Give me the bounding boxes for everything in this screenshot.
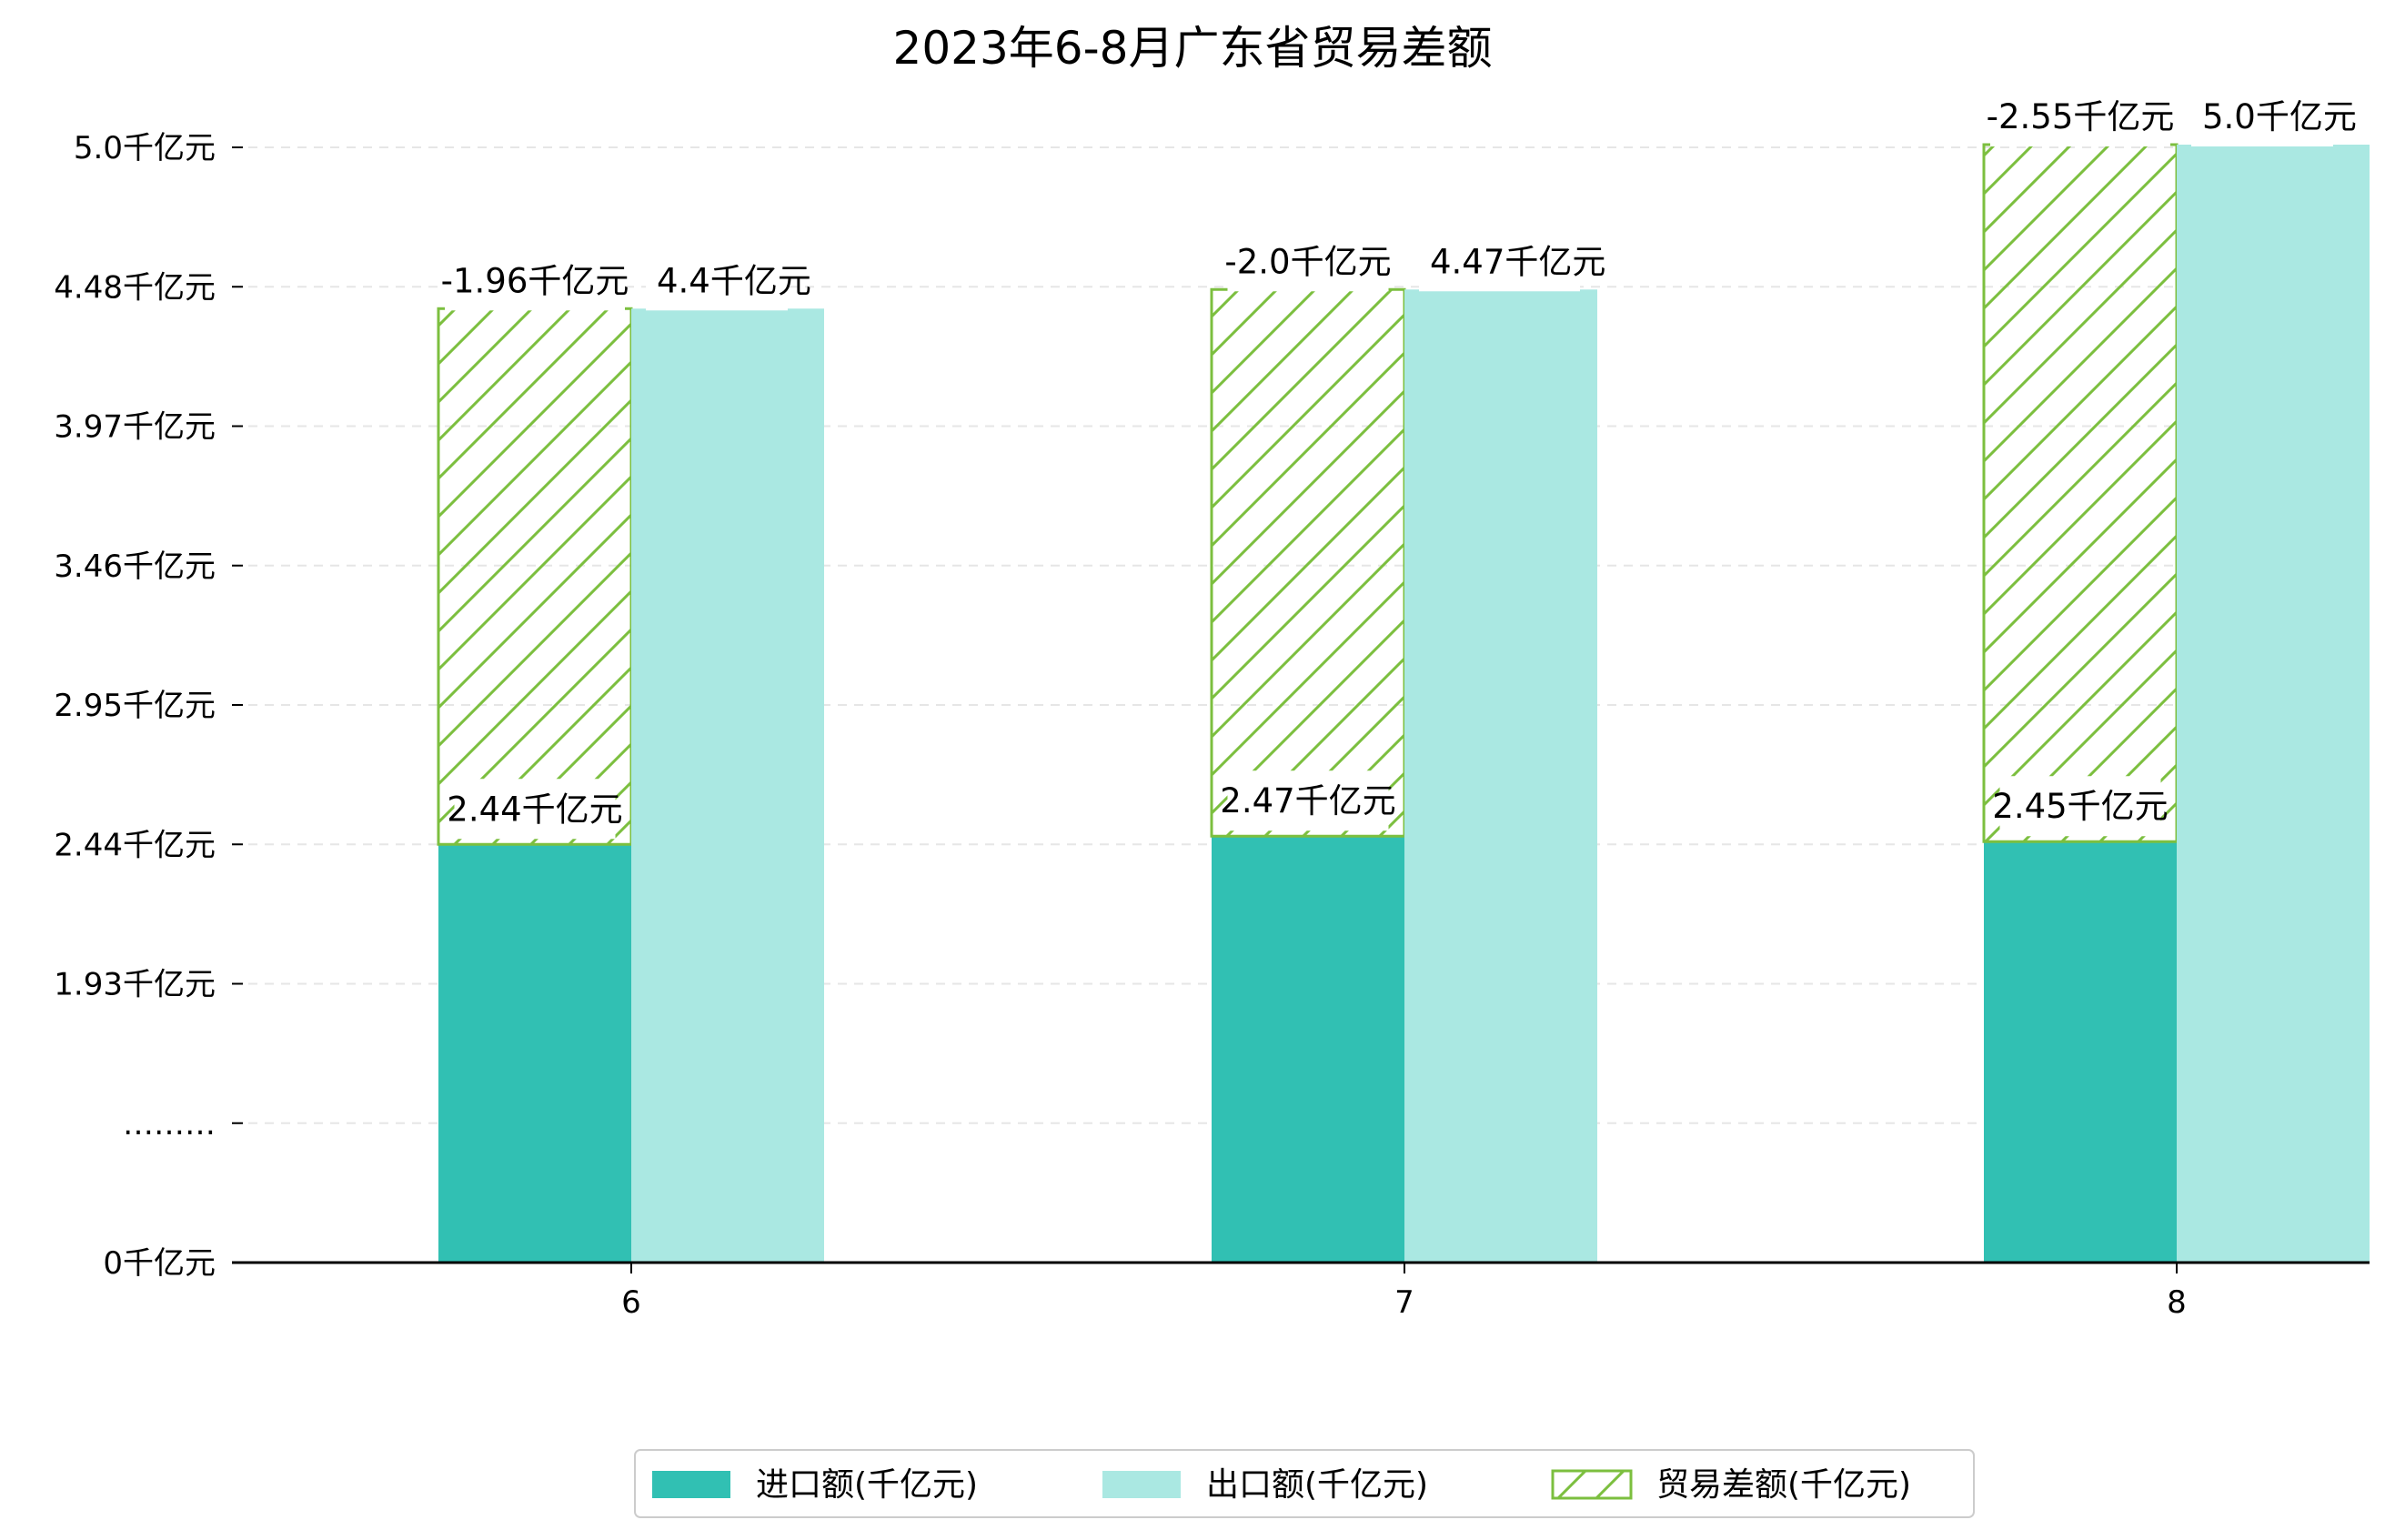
data-label-background [1227,770,1389,831]
y-tick-label: 0千亿元 [103,1245,216,1282]
bar-trade-balance [1982,143,2179,843]
data-label: 4.47千亿元 [1430,242,1605,281]
data-label-background [646,250,788,311]
legend-label: 进口额(千亿元) [756,1466,978,1504]
data-label: 2.45千亿元 [1992,787,2168,826]
y-tick-label: 3.46千亿元 [54,549,216,585]
chart-title: 2023年6-8月广东省贸易差额 [893,22,1493,75]
y-tick-label: 2.95千亿元 [54,688,216,724]
y-tick-label: 1.93千亿元 [54,967,216,1003]
data-label-background [2191,86,2333,146]
legend: 进口额(千亿元) 出口额(千亿元) 贸易差额(千亿元) [634,1449,1975,1518]
x-tick-label: 7 [1394,1284,1414,1321]
legend-swatch [1102,1471,1181,1498]
data-label-background [1999,776,2161,837]
bar-trade-balance [1210,287,1406,838]
data-label: -2.0千亿元 [1224,242,1391,281]
data-label: -2.55千亿元 [1987,97,2175,136]
bar-import [1984,841,2177,1263]
data-label: 5.0千亿元 [2202,97,2357,136]
legend-label: 贸易差额(千亿元) [1656,1466,1911,1504]
bar-trade-balance [437,307,633,846]
legend-frame [634,1449,1975,1518]
y-tick-label: 5.0千亿元 [74,130,216,166]
data-label-background [1990,86,2170,146]
legend-swatch [1551,1469,1633,1500]
data-label-background [445,250,625,311]
data-label: 2.47千亿元 [1220,781,1395,820]
data-label: 2.44千亿元 [447,790,622,829]
y-tick-label: 4.48千亿元 [54,269,216,306]
data-label-background [1227,231,1389,292]
bar-export [2177,144,2370,1263]
data-label-background [1419,231,1580,292]
y-tick-label: 3.97千亿元 [54,409,216,446]
bar-import [438,844,631,1263]
bar-export [631,308,824,1263]
bars [437,143,2370,1263]
axes: 0千亿元 ……… 1.93千亿元 2.44千亿元 2.95千亿元 3.46千亿元 3.97千… [54,130,2370,1321]
data-labels: 2.44千亿元 4.4千亿元 -1.96千亿元 2.47千亿元 4.47千亿元 -2.0千… [441,86,2357,840]
legend-swatch [652,1471,730,1498]
data-label: 4.4千亿元 [657,261,811,300]
data-label: -1.96千亿元 [441,261,629,300]
bar-export [1404,289,1597,1263]
y-tick-label: ……… [123,1106,216,1142]
x-tick-label: 6 [621,1284,641,1321]
y-tick-label: 2.44千亿元 [54,827,216,863]
x-tick-label: 8 [2167,1284,2187,1321]
bar-import [1212,836,1404,1263]
data-label-background [454,779,616,840]
legend-label: 出口额(千亿元) [1206,1466,1428,1504]
